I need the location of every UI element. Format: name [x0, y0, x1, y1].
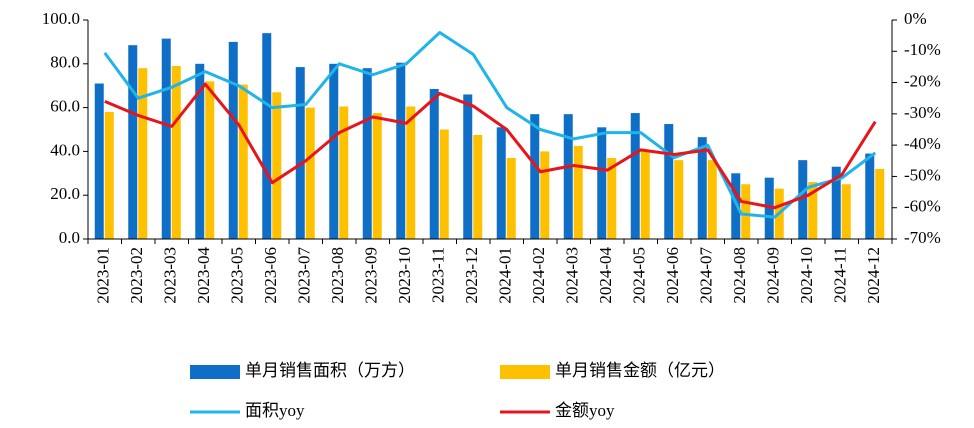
x-tick-label: 2024-12 [864, 247, 883, 304]
bar [104, 111, 114, 239]
bar [305, 107, 315, 239]
y2-tick-label: -20% [904, 71, 941, 90]
legend-label: 单月销售面积（万方） [245, 361, 415, 380]
bar [865, 153, 875, 239]
x-tick-label: 2023-08 [328, 247, 347, 304]
bar [128, 45, 138, 240]
y2-tick-label: -70% [904, 228, 941, 247]
bar [396, 62, 406, 239]
bar [228, 41, 238, 240]
y-tick-label: 80.0 [50, 53, 80, 72]
legend-label: 单月销售金额（亿元） [555, 361, 725, 380]
x-tick-label: 2024-07 [697, 247, 716, 304]
bar [473, 134, 483, 239]
x-tick-label: 2023-09 [362, 247, 381, 304]
y2-tick-label: -40% [904, 134, 941, 153]
legend-swatch [500, 365, 550, 379]
x-tick-label: 2024-02 [529, 247, 548, 304]
x-tick-label: 2023-06 [261, 247, 280, 304]
x-tick-label: 2023-05 [228, 247, 247, 304]
bar [295, 67, 305, 240]
y-tick-label: 100.0 [42, 9, 80, 28]
bar [506, 157, 516, 239]
y-tick-label: 20.0 [50, 184, 80, 203]
bar [741, 184, 751, 239]
bar [607, 157, 617, 239]
x-tick-label: 2023-07 [295, 247, 314, 304]
bar [841, 184, 851, 239]
bar [439, 129, 449, 239]
y-tick-label: 60.0 [50, 97, 80, 116]
bar [664, 124, 674, 239]
x-tick-label: 2024-04 [596, 247, 615, 304]
bar [798, 160, 808, 239]
x-tick-label: 2023-12 [462, 247, 481, 304]
bar [764, 177, 774, 239]
bar [630, 113, 640, 239]
x-tick-label: 2023-01 [94, 247, 113, 304]
bar [171, 65, 181, 240]
bar [530, 114, 540, 239]
bar [707, 160, 717, 239]
bar [808, 182, 818, 239]
bar [573, 145, 583, 239]
y-tick-label: 0.0 [59, 228, 80, 247]
bar [429, 88, 439, 239]
bar [406, 106, 416, 239]
bar [597, 127, 607, 239]
bar [161, 38, 171, 239]
x-tick-label: 2024-08 [730, 247, 749, 304]
legend-label: 金额yoy [555, 401, 615, 420]
bar [195, 63, 205, 239]
legend-swatch [190, 365, 240, 379]
x-tick-label: 2024-10 [797, 247, 816, 304]
bar [329, 63, 339, 239]
x-tick-label: 2024-09 [764, 247, 783, 304]
bar [674, 160, 684, 239]
x-tick-label: 2024-11 [831, 247, 850, 303]
x-tick-label: 2023-02 [127, 247, 146, 304]
bar [262, 33, 272, 239]
x-tick-label: 2023-04 [194, 247, 213, 304]
bar [272, 92, 282, 240]
bar [362, 68, 372, 240]
bar [496, 127, 506, 239]
bar [138, 68, 148, 240]
bar [238, 84, 248, 239]
bar [875, 168, 885, 239]
legend-label: 面积yoy [245, 401, 305, 420]
x-tick-label: 2023-03 [161, 247, 180, 304]
x-tick-label: 2024-05 [630, 247, 649, 304]
bar [372, 113, 382, 239]
bar [94, 83, 104, 239]
bar [831, 166, 841, 239]
bar [463, 94, 473, 240]
y2-tick-label: -10% [904, 40, 941, 59]
bar [640, 151, 650, 239]
x-tick-label: 2023-10 [395, 247, 414, 304]
line [103, 31, 877, 219]
x-tick-label: 2024-06 [663, 247, 682, 304]
bar [697, 137, 707, 239]
bar [563, 114, 573, 239]
bar [205, 81, 215, 239]
x-tick-label: 2023-11 [429, 247, 448, 303]
x-tick-label: 2024-03 [563, 247, 582, 304]
y-tick-label: 40.0 [50, 140, 80, 159]
y2-tick-label: -50% [904, 165, 941, 184]
y2-tick-label: -30% [904, 103, 941, 122]
y2-tick-label: 0% [904, 9, 927, 28]
x-tick-label: 2024-01 [496, 247, 515, 304]
bar [540, 151, 550, 239]
y2-tick-label: -60% [904, 197, 941, 216]
bar [339, 106, 349, 239]
bar [731, 173, 741, 239]
line [104, 82, 877, 210]
